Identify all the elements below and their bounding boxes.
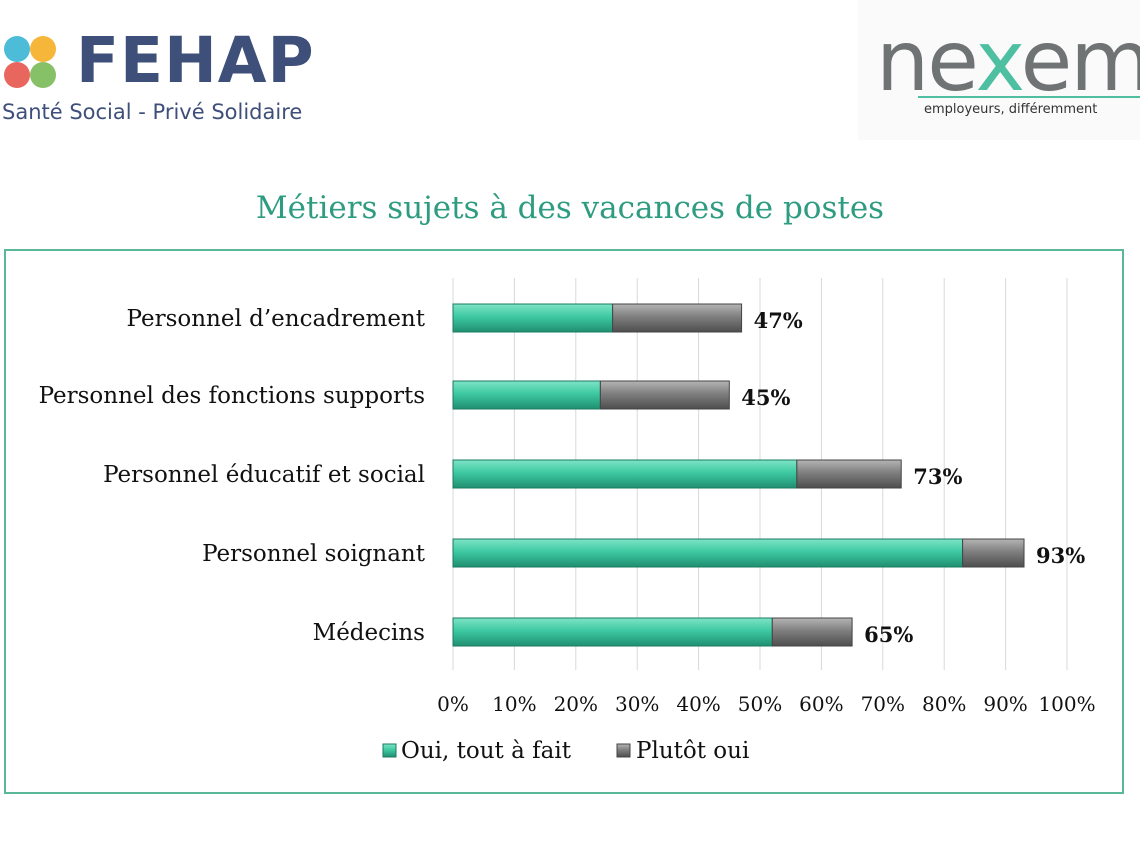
bar-oui-tout-a-fait [452,617,773,647]
category-label: Personnel éducatif et social [103,462,425,488]
bar-plutot-oui [796,459,902,489]
bar-plutot-oui [612,303,743,333]
data-label-total: 45% [741,385,790,410]
x-tick-label: 100% [1038,692,1095,716]
bar-plutot-oui [962,538,1025,568]
legend-swatch-plutot-oui [616,743,631,758]
fehap-petals-icon [4,36,56,88]
x-tick-label: 70% [861,692,905,716]
x-tick-label: 20% [554,692,598,716]
bar-oui-tout-a-fait [452,538,964,568]
nexem-logo: nexem employeurs, différemment [858,0,1140,140]
bar-plutot-oui [599,380,730,410]
x-tick-label: 60% [799,692,843,716]
legend-label-plutot-oui: Plutôt oui [636,738,749,764]
x-tick-label: 0% [437,692,469,716]
category-label: Personnel soignant [202,541,426,567]
fehap-tagline: Santé Social - Privé Solidaire [2,100,303,124]
nexem-name: nexem [876,12,1140,110]
data-label-total: 65% [864,622,913,647]
x-tick-label: 40% [676,692,720,716]
fehap-logo: FEHAP Santé Social - Privé Solidaire [0,24,314,130]
nexem-tagline: employeurs, différemment [924,102,1098,117]
bar-oui-tout-a-fait [452,380,601,410]
bar-plutot-oui [771,617,853,647]
category-label: Personnel des fonctions supports [39,383,425,409]
x-tick-label: 80% [922,692,966,716]
x-tick-label: 90% [983,692,1027,716]
category-label: Médecins [313,620,425,646]
data-label-total: 73% [913,464,962,489]
bar-oui-tout-a-fait [452,459,798,489]
x-tick-label: 50% [738,692,782,716]
x-tick-label: 10% [492,692,536,716]
nexem-underline [918,96,1140,98]
chart-frame [4,249,1124,794]
legend-label-oui-tout-a-fait: Oui, tout à fait [401,738,572,764]
chart-title: Métiers sujets à des vacances de postes [255,190,885,226]
bar-oui-tout-a-fait [452,303,614,333]
data-label-total: 47% [754,308,803,333]
fehap-name: FEHAP [76,24,315,97]
data-label-total: 93% [1036,543,1085,568]
legend-swatch-oui-tout-a-fait [382,743,397,758]
category-label: Personnel d’encadrement [127,306,426,332]
x-tick-label: 30% [615,692,659,716]
